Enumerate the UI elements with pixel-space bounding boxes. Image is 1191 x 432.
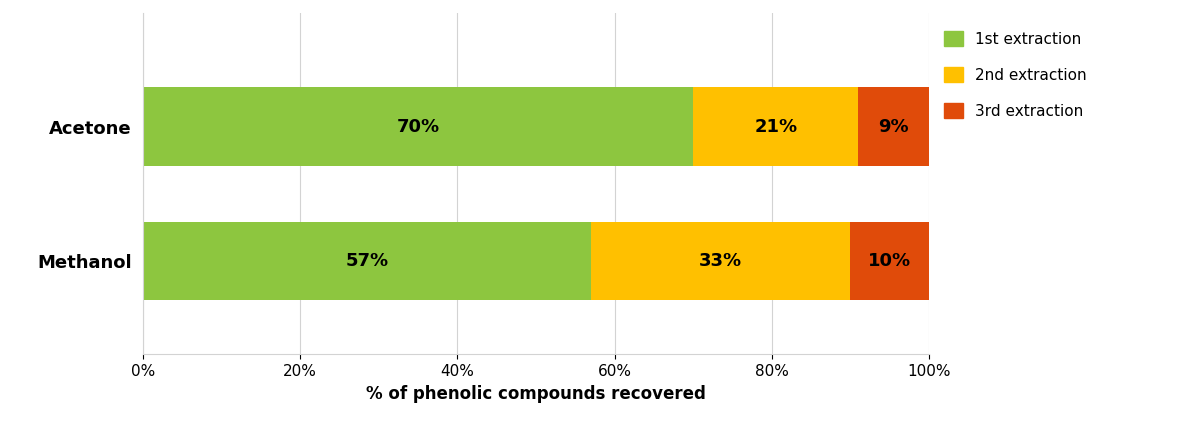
Bar xyxy=(591,222,850,301)
Legend: 1st extraction, 2nd extraction, 3rd extraction: 1st extraction, 2nd extraction, 3rd extr… xyxy=(944,31,1086,118)
Text: 9%: 9% xyxy=(878,118,909,136)
Text: 21%: 21% xyxy=(754,118,797,136)
Bar xyxy=(693,87,859,166)
Text: 10%: 10% xyxy=(868,252,911,270)
Bar xyxy=(143,222,591,301)
Text: 57%: 57% xyxy=(345,252,388,270)
Text: 70%: 70% xyxy=(397,118,439,136)
Text: 33%: 33% xyxy=(699,252,742,270)
Bar xyxy=(143,87,693,166)
X-axis label: % of phenolic compounds recovered: % of phenolic compounds recovered xyxy=(366,384,706,403)
Bar xyxy=(859,87,929,166)
Bar xyxy=(850,222,929,301)
